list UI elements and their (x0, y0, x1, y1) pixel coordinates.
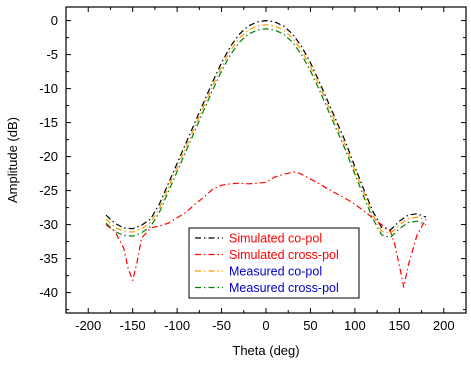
x-tick-label: 0 (262, 318, 269, 333)
legend-label: Simulated co-pol (229, 232, 322, 246)
legend: Simulated co-pol Simulated cross-pol Measu… (188, 227, 360, 299)
series-line-1 (105, 171, 427, 288)
x-tick-label: 100 (344, 318, 366, 333)
y-tick-label: -40 (39, 285, 58, 300)
x-tick-label: -100 (164, 318, 190, 333)
x-tick-label: -150 (120, 318, 146, 333)
x-tick-label: -200 (75, 318, 101, 333)
x-tick-label: 150 (388, 318, 410, 333)
y-axis-label: Amplitude (dB) (5, 117, 20, 203)
y-tick-label: -15 (39, 115, 58, 130)
y-tick-label: 0 (51, 13, 58, 28)
y-tick-label: -20 (39, 149, 58, 164)
axes-layer: -200 -150 -100 -50 0 50 100 150 200 0 -5 -10 -15 -20 -… (39, 7, 466, 333)
y-tick-label: -5 (46, 47, 58, 62)
y-tick-label: -25 (39, 183, 58, 198)
series-line-3 (105, 28, 427, 239)
plot-frame (65, 6, 467, 314)
x-axis-label: Theta (deg) (232, 343, 299, 358)
legend-label: Simulated cross-pol (229, 248, 339, 262)
legend-label: Measured cross-pol (229, 281, 339, 295)
series-line-2 (105, 24, 427, 235)
y-tick-label: -10 (39, 81, 58, 96)
series-line-0 (105, 20, 427, 231)
series-layer (105, 20, 427, 288)
y-tick-label: -30 (39, 217, 58, 232)
x-tick-label: 200 (433, 318, 455, 333)
y-tick-label: -35 (39, 251, 58, 266)
legend-box (188, 227, 360, 299)
x-tick-label: -50 (212, 318, 231, 333)
legend-label: Measured co-pol (229, 265, 322, 279)
x-tick-label: 50 (303, 318, 317, 333)
